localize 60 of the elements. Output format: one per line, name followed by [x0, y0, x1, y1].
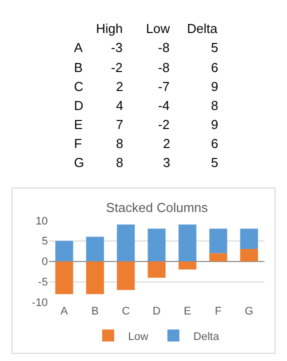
bar	[55, 261, 74, 294]
legend-label: Delta	[193, 330, 220, 343]
legend-label: Low	[128, 330, 148, 343]
data-label: 8	[211, 98, 218, 113]
x-tick-label: A	[60, 305, 69, 318]
bar	[209, 253, 228, 262]
bar	[148, 261, 166, 278]
bar	[55, 240, 74, 262]
text: Low	[146, 21, 170, 36]
y-tick-label: -10	[32, 297, 48, 310]
y-tick-label: -5	[38, 276, 48, 289]
x-tick-label: E	[184, 305, 192, 318]
category-label: B	[74, 60, 83, 75]
text: Delta	[187, 21, 218, 36]
y-tick-label: 5	[42, 236, 48, 248]
bar	[116, 224, 135, 262]
data-label: 4	[116, 98, 124, 113]
data-label: 9	[211, 117, 218, 132]
data-label: 5	[211, 40, 218, 55]
bar	[86, 236, 104, 262]
data-label: 6	[211, 136, 218, 151]
bar	[148, 228, 166, 262]
bar	[240, 249, 258, 262]
x-tick-label: B	[91, 305, 99, 318]
bar	[209, 228, 228, 254]
text: High	[96, 21, 123, 36]
data-label: 9	[211, 79, 218, 94]
category-label: C	[74, 79, 84, 94]
data-label: 3	[163, 155, 170, 170]
category-label: G	[74, 155, 84, 170]
x-tick-label: F	[214, 305, 222, 318]
x-tick-label: D	[152, 305, 161, 318]
data-label: -7	[158, 79, 170, 94]
y-tick-label: 0	[42, 256, 48, 268]
data-label: 5	[211, 155, 218, 170]
bar	[86, 261, 104, 294]
bar	[116, 261, 135, 290]
data-label: -2	[111, 60, 123, 75]
bar	[240, 228, 258, 250]
data-label: -4	[158, 98, 170, 113]
data-label: 8	[116, 155, 124, 170]
x-tick-label: G	[244, 305, 254, 318]
data-label: 2	[116, 79, 124, 94]
data-label: -8	[158, 40, 170, 55]
category-label: F	[74, 136, 82, 151]
data-label: 6	[211, 60, 218, 75]
bar	[178, 261, 196, 270]
y-tick-label: 10	[36, 215, 48, 228]
data-label: 2	[163, 136, 170, 151]
x-tick-label: C	[122, 305, 130, 318]
data-label: 7	[116, 117, 124, 132]
category-label: A	[74, 40, 83, 55]
data-label: -3	[111, 40, 123, 55]
bar	[178, 224, 196, 262]
chart-title: Stacked Columns	[106, 200, 208, 215]
category-label: D	[74, 98, 84, 113]
data-label: 8	[116, 136, 124, 151]
data-label: -8	[158, 60, 170, 75]
data-label: -2	[158, 117, 170, 132]
category-label: E	[74, 117, 83, 132]
